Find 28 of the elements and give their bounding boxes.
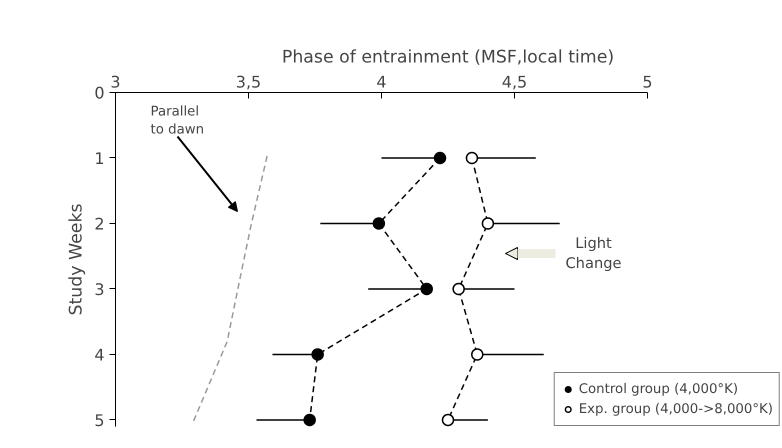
y-tick-label: 0 <box>94 84 105 102</box>
point <box>442 414 454 426</box>
x-tick-label: 4,5 <box>502 72 528 92</box>
x-tick-label: 3,5 <box>236 72 262 92</box>
legend-label: Exp. group (4,000->8,000°K) <box>578 402 773 416</box>
point <box>372 217 386 230</box>
annotation: Light Change <box>565 234 622 272</box>
line-series <box>192 155 268 424</box>
point <box>303 414 316 426</box>
point <box>452 282 465 296</box>
y-tick-label: 5 <box>94 410 105 430</box>
point <box>420 282 433 296</box>
x-tick-label: 5 <box>642 72 653 92</box>
y-tick-label: 2 <box>94 214 105 234</box>
point <box>482 217 494 230</box>
x-tick-label: 3 <box>110 72 121 92</box>
point <box>471 348 484 361</box>
y-tick-label: 1 <box>94 148 105 168</box>
legend-label: Control group (4,000°K) <box>578 382 738 396</box>
x-axis-title: Phase of entrainment (MSF,local time) <box>282 48 614 68</box>
x-tick-label: 4 <box>376 72 387 92</box>
point <box>434 152 446 164</box>
annotation: Parallel to dawn <box>150 104 204 138</box>
point <box>466 152 478 164</box>
y-axis-title: Study Weeks <box>66 203 86 316</box>
y-tick-label: 4 <box>94 345 105 364</box>
point <box>311 348 324 361</box>
y-tick-label: 3 <box>94 280 105 299</box>
